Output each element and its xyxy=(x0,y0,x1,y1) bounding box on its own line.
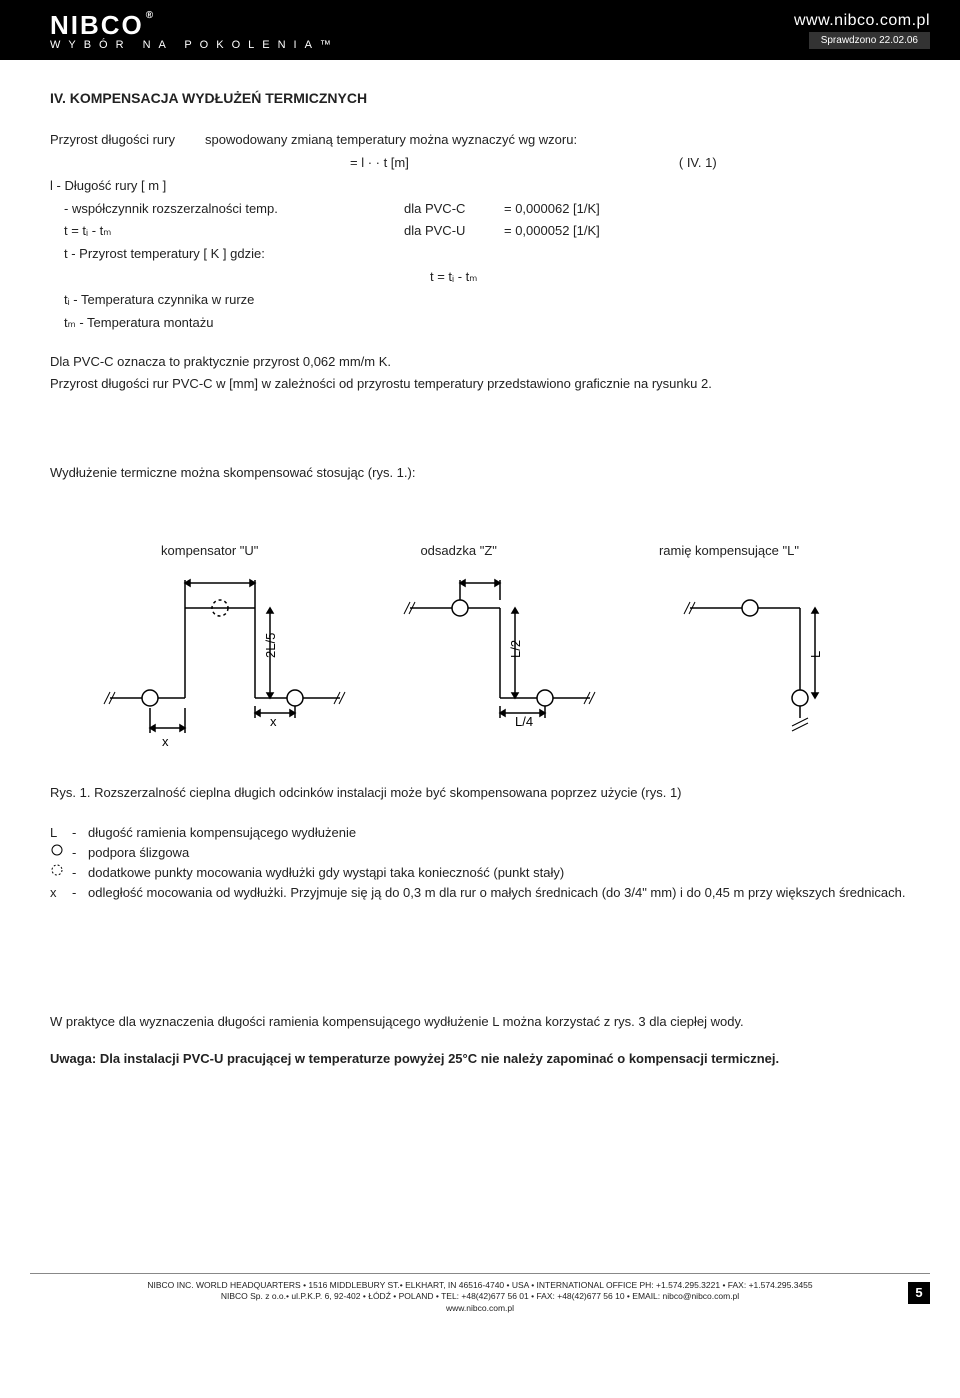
legend-x: x - odległość mocowania od wydłużki. Prz… xyxy=(50,883,910,903)
dim-z2: L/2 xyxy=(508,640,523,658)
para2b: Przyrost długości rur PVC-C w [mm] w zal… xyxy=(50,375,910,394)
def-1: l - Długość rury [ m ] xyxy=(50,177,910,196)
label-l: ramię kompensujące "L" xyxy=(659,543,799,558)
diagram-l: L xyxy=(684,600,823,731)
dim-z3: L/4 xyxy=(515,714,533,729)
def-4-formula: t = tᵢ - tₘ xyxy=(430,268,910,287)
legend-dashed-text: dodatkowe punkty mocowania wydłużki gdy … xyxy=(88,863,564,883)
def-2-row: - współczynnik rozszerzalności temp. dla… xyxy=(64,200,910,219)
formula-row: = l · · t [m] ( IV. 1) xyxy=(50,154,910,173)
page-header: NIBCO ® WYBÓR NA POKOLENIA™ www.nibco.co… xyxy=(0,0,960,60)
header-right: www.nibco.com.pl Sprawdzono 22.02.06 xyxy=(794,12,930,49)
sym-dashed-icon xyxy=(50,863,72,883)
logo-text: NIBCO xyxy=(50,10,144,41)
legend-circle: - podpora ślizgowa xyxy=(50,843,910,863)
formula: = l · · t [m] xyxy=(350,154,409,173)
para4: W praktyce dla wyznaczenia długości rami… xyxy=(50,1013,910,1032)
logo-block: NIBCO ® WYBÓR NA POKOLENIA™ xyxy=(50,10,339,51)
def-3-for: dla PVC-U xyxy=(404,222,504,241)
def-5: tᵢ - Temperatura czynnika w rurze xyxy=(64,291,910,310)
def-2-val1: = 0,000062 [1/K] xyxy=(504,200,664,219)
para3: Wydłużenie termiczne można skompensować … xyxy=(50,464,910,483)
dim-x2: x xyxy=(270,714,277,729)
content: IV. KOMPENSACJA WYDŁUŻEŃ TERMICZNYCH Prz… xyxy=(0,60,960,1093)
diagram-labels: kompensator "U" odsadzka "Z" ramię kompe… xyxy=(80,543,880,558)
logo-reg: ® xyxy=(146,10,155,21)
intro-1b: spowodowany zmianą temperatury można wyz… xyxy=(205,131,577,150)
warning: Uwaga: Dla instalacji PVC-U pracującej w… xyxy=(50,1050,910,1069)
para2: Dla PVC-C oznacza to praktycznie przyros… xyxy=(50,353,910,395)
def-3: t = tᵢ - tₘ xyxy=(64,222,404,241)
sym-L: L xyxy=(50,823,72,843)
legend-dashed: - dodatkowe punkty mocowania wydłużki gd… xyxy=(50,863,910,883)
figure-caption: Rys. 1. Rozszerzalność cieplna długich o… xyxy=(50,783,910,803)
logo-subtitle: WYBÓR NA POKOLENIA™ xyxy=(50,39,339,51)
def-3-row: t = tᵢ - tₘ dla PVC-U = 0,000052 [1/K] xyxy=(64,222,910,241)
footer-line2: NIBCO Sp. z o.o.• ul.P.K.P. 6, 92-402 • … xyxy=(30,1291,930,1302)
logo: NIBCO ® xyxy=(50,10,339,41)
dim-x1: x xyxy=(162,734,169,749)
footer-line3: www.nibco.com.pl xyxy=(30,1303,930,1314)
legend-x-text: odległość mocowania od wydłużki. Przyjmu… xyxy=(88,883,905,903)
label-u: kompensator "U" xyxy=(161,543,258,558)
legend-L-text: długość ramienia kompensującego wydłużen… xyxy=(88,823,356,843)
dim-z1: L/4 xyxy=(470,578,488,581)
diagram-u: L/5 2L/5 xyxy=(104,578,345,749)
header-checked: Sprawdzono 22.02.06 xyxy=(809,32,930,49)
footer-line1: NIBCO INC. WORLD HEADQUARTERS • 1516 MID… xyxy=(30,1280,930,1291)
intro-row: Przyrost długości rury spowodowany zmian… xyxy=(50,131,910,150)
sym-circle-icon xyxy=(50,843,72,863)
dim-2l5: 2L/5 xyxy=(263,633,278,658)
label-z: odsadzka "Z" xyxy=(420,543,496,558)
formula-num: ( IV. 1) xyxy=(679,154,717,173)
intro-1a: Przyrost długości rury xyxy=(50,131,175,150)
sym-x: x xyxy=(50,883,72,903)
def-4: t - Przyrost temperatury [ K ] gdzie: xyxy=(64,245,910,264)
compensator-diagrams: L/5 2L/5 xyxy=(80,578,880,758)
legend-circle-text: podpora ślizgowa xyxy=(88,843,189,863)
section-title: IV. KOMPENSACJA WYDŁUŻEŃ TERMICZNYCH xyxy=(50,90,910,106)
para2a: Dla PVC-C oznacza to praktycznie przyros… xyxy=(50,353,910,372)
def-3-val: = 0,000052 [1/K] xyxy=(504,222,664,241)
page-number: 5 xyxy=(908,1282,930,1304)
legend-L: L - długość ramienia kompensującego wydł… xyxy=(50,823,910,843)
dim-l: L xyxy=(808,651,823,658)
para3-text: Wydłużenie termiczne można skompensować … xyxy=(50,464,910,483)
diagram-z: L/4 L/2 L/4 xyxy=(404,578,595,729)
def-2: - współczynnik rozszerzalności temp. xyxy=(64,200,404,219)
def-6: tₘ - Temperatura montażu xyxy=(64,314,910,333)
legend: L - długość ramienia kompensującego wydł… xyxy=(50,823,910,904)
header-url: www.nibco.com.pl xyxy=(794,12,930,30)
def-2-for1: dla PVC-C xyxy=(404,200,504,219)
footer: NIBCO INC. WORLD HEADQUARTERS • 1516 MID… xyxy=(30,1273,930,1324)
dim-l5: L/5 xyxy=(210,578,228,581)
